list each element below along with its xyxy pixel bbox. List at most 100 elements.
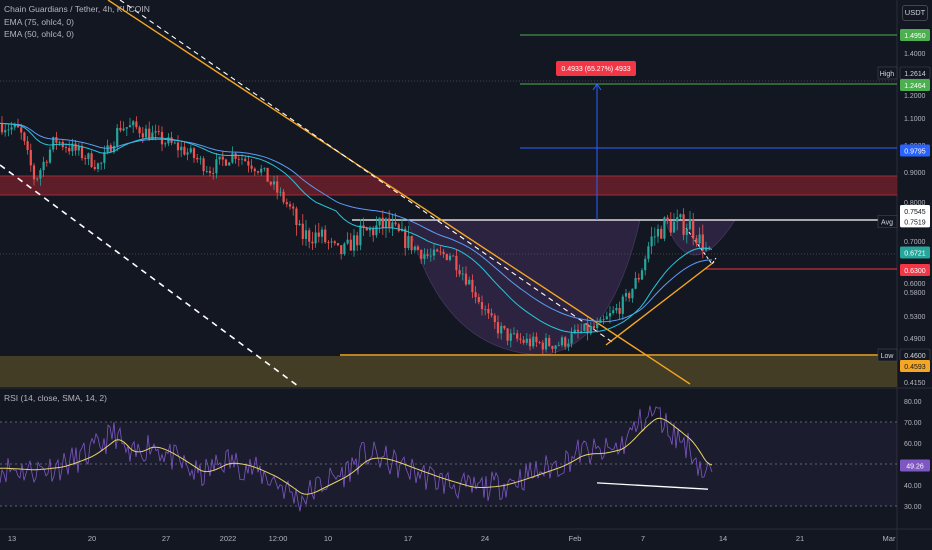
price-tick-label: 1.4000: [904, 51, 926, 58]
candle-body: [560, 337, 564, 346]
rsi-tick-label: 40.00: [904, 483, 922, 490]
candle-body: [327, 242, 330, 244]
candle-body: [10, 127, 13, 130]
candle-body: [554, 345, 557, 349]
time-tick-label: 2022: [220, 534, 237, 543]
candle-body: [93, 166, 96, 170]
candle-body: [352, 235, 356, 251]
price-label: 0.7545: [904, 209, 926, 216]
candle-body: [228, 162, 231, 166]
candle-body: [247, 161, 250, 166]
candle-body: [484, 309, 487, 310]
candle-body: [340, 245, 343, 255]
candle-body: [141, 133, 144, 138]
candle-body: [583, 323, 586, 331]
price-label: 0.6300: [904, 268, 926, 275]
candle-body: [644, 258, 647, 271]
candle-body: [260, 168, 263, 173]
candle-body: [288, 204, 292, 207]
candle-body: [23, 132, 26, 142]
candle-body: [375, 225, 378, 236]
candle-body: [695, 238, 698, 244]
candle-body: [36, 178, 39, 180]
candle-body: [416, 246, 420, 250]
candle-body: [672, 221, 676, 233]
down-trendline: [107, 0, 691, 385]
price-tick-label: 0.8000: [904, 200, 926, 207]
candle-body: [516, 333, 519, 339]
candle-body: [500, 325, 503, 334]
candle-body: [311, 241, 314, 244]
candle-body: [423, 254, 426, 259]
candle-body: [404, 228, 407, 248]
time-tick-label: 7: [641, 534, 645, 543]
price-tag-label: High: [880, 71, 895, 78]
candle-body: [48, 149, 52, 163]
candle-body: [394, 222, 397, 225]
time-tick-label: 27: [162, 534, 170, 543]
candle-body: [512, 333, 516, 335]
candle-body: [631, 288, 634, 299]
price-label-box: [900, 79, 930, 91]
candle-body: [74, 143, 77, 151]
candle-body: [464, 273, 468, 285]
candle-body: [359, 225, 362, 246]
time-tick-label: 13: [8, 534, 16, 543]
candle-body: [429, 255, 432, 257]
candle-body: [551, 345, 554, 349]
candle-body: [263, 167, 266, 169]
candle-body: [413, 246, 416, 251]
candle-body: [445, 254, 448, 260]
lower-channel-dashed: [0, 164, 299, 387]
price-label: 1.2614: [904, 71, 926, 78]
price-label-box: [900, 144, 930, 157]
candle-body: [532, 336, 535, 347]
price-label-box: [900, 205, 930, 217]
candle-body: [253, 168, 256, 172]
price-label: 1.2464: [904, 83, 926, 90]
candle-body: [314, 232, 317, 244]
candle-body: [266, 167, 269, 182]
rsi-tick-label: 60.00: [904, 441, 922, 448]
rsi-last-box: [900, 459, 930, 472]
candle-body: [535, 336, 538, 343]
price-label: 0.4593: [904, 364, 926, 371]
candle-body: [144, 128, 148, 138]
candle-body: [692, 219, 695, 239]
candle-body: [13, 124, 16, 128]
candle-body: [704, 247, 708, 251]
candle-body: [4, 130, 7, 133]
candle-body: [528, 338, 532, 347]
candle-body: [628, 293, 631, 299]
candle-body: [324, 229, 327, 243]
candle-body: [109, 145, 112, 153]
candle-body: [301, 223, 304, 239]
candle-body: [132, 121, 135, 126]
candle-body: [580, 330, 583, 332]
candle-body: [308, 230, 311, 242]
candle-body: [292, 206, 295, 209]
candle-body: [256, 171, 260, 173]
candle-body: [333, 241, 336, 244]
candle-body: [592, 326, 596, 329]
up-trendline: [605, 261, 715, 346]
time-tick-label: Feb: [569, 534, 582, 543]
candle-body: [119, 127, 122, 131]
candle-body: [634, 277, 637, 289]
rsi-tick-label: 30.00: [904, 504, 922, 511]
candle-body: [640, 270, 644, 280]
candle-body: [269, 181, 272, 185]
rsi-band: [0, 422, 897, 506]
candle-body: [519, 338, 522, 340]
rsi-divergence-line: [596, 482, 709, 490]
candle-body: [378, 217, 381, 226]
candle-body: [234, 153, 237, 159]
measure-label-box: [556, 61, 636, 76]
currency-button[interactable]: USDT: [902, 5, 928, 21]
candle-body: [32, 165, 36, 180]
candle-body: [71, 143, 74, 152]
candle-body: [138, 127, 141, 134]
candle-body: [16, 124, 20, 128]
candle-body: [621, 296, 624, 314]
